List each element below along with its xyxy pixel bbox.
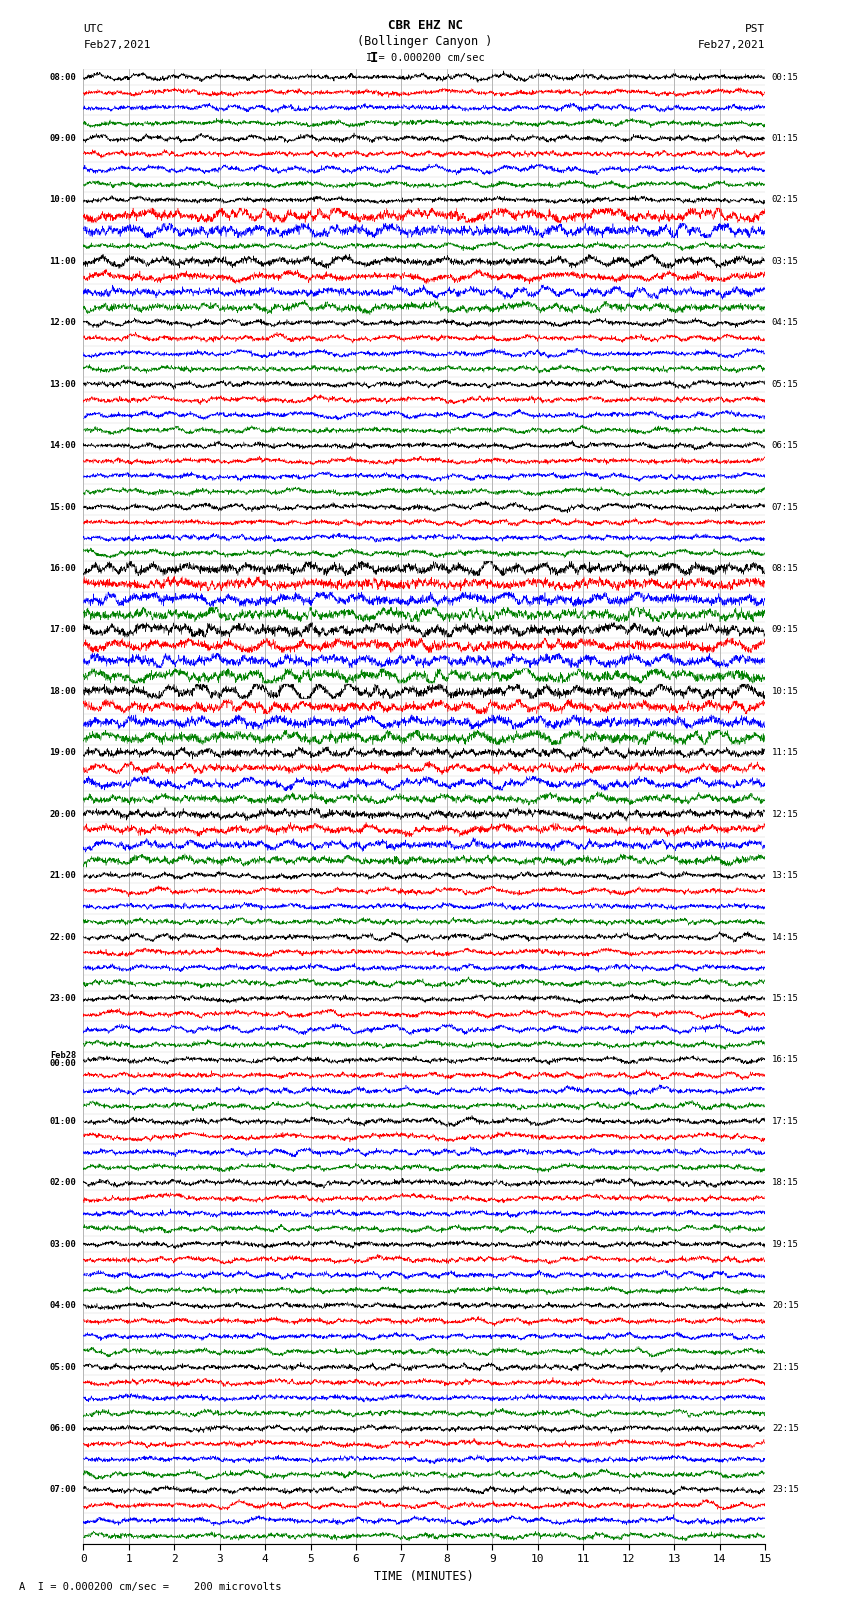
Text: 20:15: 20:15 (772, 1302, 799, 1310)
Text: 14:15: 14:15 (772, 932, 799, 942)
Text: 21:00: 21:00 (49, 871, 76, 881)
Text: 04:15: 04:15 (772, 318, 799, 327)
Text: 13:00: 13:00 (49, 379, 76, 389)
Text: 01:15: 01:15 (772, 134, 799, 144)
Text: I = 0.000200 cm/sec: I = 0.000200 cm/sec (366, 53, 484, 63)
Text: A  I = 0.000200 cm/sec =    200 microvolts: A I = 0.000200 cm/sec = 200 microvolts (19, 1582, 281, 1592)
Text: 22:00: 22:00 (49, 932, 76, 942)
Text: 04:00: 04:00 (49, 1302, 76, 1310)
Text: 23:15: 23:15 (772, 1486, 799, 1494)
Text: 23:00: 23:00 (49, 994, 76, 1003)
Text: 09:15: 09:15 (772, 626, 799, 634)
Text: 20:00: 20:00 (49, 810, 76, 819)
Text: 17:15: 17:15 (772, 1116, 799, 1126)
Text: 02:00: 02:00 (49, 1177, 76, 1187)
Text: 18:15: 18:15 (772, 1177, 799, 1187)
Text: 07:15: 07:15 (772, 503, 799, 511)
Text: 10:15: 10:15 (772, 687, 799, 695)
Text: 09:00: 09:00 (49, 134, 76, 144)
Text: (Bollinger Canyon ): (Bollinger Canyon ) (357, 35, 493, 48)
Text: 05:00: 05:00 (49, 1363, 76, 1371)
Text: 00:15: 00:15 (772, 73, 799, 82)
Text: Feb27,2021: Feb27,2021 (698, 40, 765, 50)
Text: 11:15: 11:15 (772, 748, 799, 756)
Text: 00:00: 00:00 (49, 1058, 76, 1068)
Text: 12:15: 12:15 (772, 810, 799, 819)
Text: 22:15: 22:15 (772, 1424, 799, 1432)
Text: 13:15: 13:15 (772, 871, 799, 881)
Text: 12:00: 12:00 (49, 318, 76, 327)
Text: 16:00: 16:00 (49, 565, 76, 573)
Text: 18:00: 18:00 (49, 687, 76, 695)
Text: 19:15: 19:15 (772, 1240, 799, 1248)
Text: Feb28: Feb28 (50, 1052, 76, 1060)
Text: UTC: UTC (83, 24, 104, 34)
Text: PST: PST (745, 24, 765, 34)
Text: 08:00: 08:00 (49, 73, 76, 82)
Text: CBR EHZ NC: CBR EHZ NC (388, 19, 462, 32)
Text: 02:15: 02:15 (772, 195, 799, 205)
Text: Feb27,2021: Feb27,2021 (83, 40, 150, 50)
Text: 07:00: 07:00 (49, 1486, 76, 1494)
Text: 17:00: 17:00 (49, 626, 76, 634)
Text: I: I (370, 52, 378, 65)
X-axis label: TIME (MINUTES): TIME (MINUTES) (374, 1569, 474, 1582)
Text: 15:00: 15:00 (49, 503, 76, 511)
Text: 15:15: 15:15 (772, 994, 799, 1003)
Text: 14:00: 14:00 (49, 440, 76, 450)
Text: 05:15: 05:15 (772, 379, 799, 389)
Text: 16:15: 16:15 (772, 1055, 799, 1065)
Text: 03:00: 03:00 (49, 1240, 76, 1248)
Text: 06:15: 06:15 (772, 440, 799, 450)
Text: 01:00: 01:00 (49, 1116, 76, 1126)
Text: 10:00: 10:00 (49, 195, 76, 205)
Text: 19:00: 19:00 (49, 748, 76, 756)
Text: 08:15: 08:15 (772, 565, 799, 573)
Text: 03:15: 03:15 (772, 256, 799, 266)
Text: 06:00: 06:00 (49, 1424, 76, 1432)
Text: 11:00: 11:00 (49, 256, 76, 266)
Text: 21:15: 21:15 (772, 1363, 799, 1371)
